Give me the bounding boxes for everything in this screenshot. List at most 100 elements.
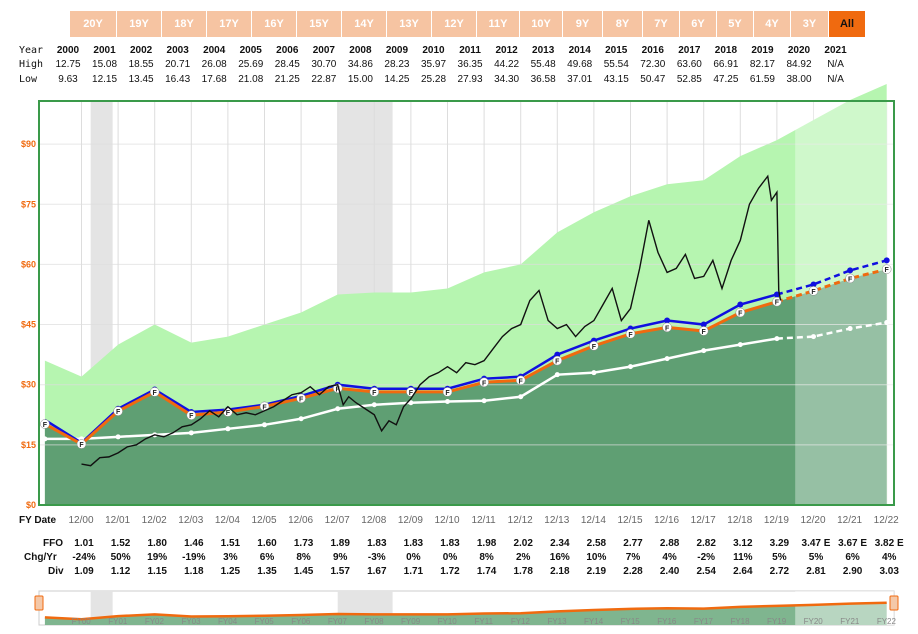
fy-date-cell: 12/01 bbox=[105, 515, 131, 526]
ffo-marker-letter: F bbox=[665, 325, 670, 332]
navigator-label: FY04 bbox=[218, 617, 238, 626]
fy-date-cell: 12/11 bbox=[471, 515, 496, 526]
low-cell: 12.15 bbox=[92, 74, 118, 85]
navigator-label: FY08 bbox=[364, 617, 384, 626]
range-button-9y[interactable]: 9Y bbox=[563, 11, 603, 37]
chg-cell: 4% bbox=[662, 552, 677, 563]
fy-date-cell: 12/19 bbox=[763, 515, 789, 526]
chg-cell: 7% bbox=[625, 552, 641, 563]
dividend-line-marker bbox=[445, 399, 450, 405]
dividend-line-marker bbox=[884, 320, 890, 326]
year-cell: 2008 bbox=[349, 45, 372, 56]
plot-border bbox=[38, 100, 895, 506]
high-cell: 63.60 bbox=[676, 59, 702, 70]
estimate-overlay bbox=[795, 101, 894, 505]
ffo-marker-letter: F bbox=[226, 410, 231, 417]
navigator-estimate-overlay bbox=[795, 591, 894, 625]
ffo-marker-letter: F bbox=[116, 409, 121, 416]
year-cell: 2002 bbox=[129, 45, 153, 56]
dividend-line-marker bbox=[298, 416, 304, 422]
range-button-15y[interactable]: 15Y bbox=[297, 11, 342, 37]
low-cell: 27.93 bbox=[457, 74, 483, 85]
navigator-label: FY21 bbox=[840, 617, 860, 626]
div-cell: 1.72 bbox=[440, 566, 460, 577]
range-button-18y[interactable]: 18Y bbox=[162, 11, 207, 37]
range-button-3y[interactable]: 3Y bbox=[791, 11, 829, 37]
year-cell: 2020 bbox=[787, 45, 811, 56]
range-button-11y[interactable]: 11Y bbox=[477, 11, 520, 37]
range-button-12y[interactable]: 12Y bbox=[432, 11, 477, 37]
year-cell: 2021 bbox=[824, 45, 847, 56]
range-button-7y[interactable]: 7Y bbox=[643, 11, 680, 37]
low-cell: N/A bbox=[827, 74, 844, 85]
ffo-marker-letter: F bbox=[445, 390, 450, 397]
range-button-13y[interactable]: 13Y bbox=[387, 11, 432, 37]
high-cell: 12.75 bbox=[55, 59, 81, 70]
high-cell: 44.22 bbox=[494, 59, 520, 70]
navigator-label: FY06 bbox=[291, 617, 311, 626]
y-tick-label: $30 bbox=[21, 380, 36, 390]
ffo-marker-letter: F bbox=[409, 390, 414, 397]
ffo-marker bbox=[479, 377, 489, 388]
ffo-marker bbox=[845, 273, 855, 284]
fy-date-cell: 12/20 bbox=[800, 515, 826, 526]
dividend-line-marker bbox=[591, 370, 597, 376]
fy-date-cell: 12/08 bbox=[361, 515, 387, 526]
range-button-16y[interactable]: 16Y bbox=[252, 11, 297, 37]
dividend-line-marker bbox=[371, 402, 377, 408]
range-button-14y[interactable]: 14Y bbox=[342, 11, 387, 37]
fy-date-cell: 12/13 bbox=[544, 515, 570, 526]
dividend-line-marker bbox=[481, 398, 487, 404]
high-cell: 55.48 bbox=[530, 59, 556, 70]
fy-date-cell: 12/18 bbox=[727, 515, 753, 526]
range-button-5y[interactable]: 5Y bbox=[717, 11, 754, 37]
year-cell: 2010 bbox=[422, 45, 445, 56]
ffo-marker bbox=[186, 410, 197, 420]
ffo-marker bbox=[369, 387, 380, 397]
dividend-line-marker bbox=[701, 348, 707, 354]
dividend-line-estimate bbox=[776, 321, 887, 340]
year-cell: 2014 bbox=[568, 45, 591, 56]
chg-cell: 5% bbox=[808, 552, 824, 563]
low-cell: 16.43 bbox=[165, 74, 191, 85]
range-button-17y[interactable]: 17Y bbox=[207, 11, 252, 37]
high-cell: 35.97 bbox=[420, 59, 447, 70]
year-cell: 2003 bbox=[166, 45, 189, 56]
range-button-10y[interactable]: 10Y bbox=[520, 11, 563, 37]
ffo-cell: 2.58 bbox=[586, 538, 607, 549]
dividend-line-marker bbox=[115, 434, 121, 440]
chg-cell: 2% bbox=[515, 552, 531, 563]
fy-date-cell: 12/14 bbox=[580, 515, 606, 526]
range-button-20y[interactable]: 20Y bbox=[70, 11, 117, 37]
year-cell: 2018 bbox=[714, 45, 738, 56]
ffo-cell: 1.52 bbox=[110, 538, 131, 549]
high-cell: 28.23 bbox=[384, 59, 410, 70]
ffo-marker bbox=[735, 307, 746, 318]
dividend-line-marker bbox=[664, 356, 670, 362]
low-cell: 47.25 bbox=[713, 74, 739, 85]
ffo-marker bbox=[442, 387, 453, 397]
navigator-right-handle[interactable] bbox=[889, 595, 899, 611]
fy-date-cell: 12/17 bbox=[690, 515, 716, 526]
ffo-marker bbox=[552, 355, 563, 366]
range-button-8y[interactable]: 8Y bbox=[603, 11, 643, 37]
navigator-label: FY16 bbox=[657, 617, 677, 626]
div-cell: 1.45 bbox=[293, 566, 314, 577]
range-button-all[interactable]: All bbox=[829, 11, 866, 37]
dividend-line-marker bbox=[408, 400, 414, 406]
chg-cell: 16% bbox=[549, 552, 570, 563]
normal-pe-line-estimate bbox=[776, 267, 888, 304]
navigator-left-handle[interactable] bbox=[34, 595, 44, 611]
ffo-marker-letter: F bbox=[189, 413, 194, 420]
blue-line-marker bbox=[847, 267, 854, 274]
ffo-marker-letter: F bbox=[372, 390, 377, 397]
dividend-line-marker bbox=[335, 406, 341, 412]
high-cell: 66.91 bbox=[713, 59, 739, 70]
ffo-cell: 3.12 bbox=[733, 538, 753, 549]
range-button-19y[interactable]: 19Y bbox=[117, 11, 162, 37]
range-button-4y[interactable]: 4Y bbox=[754, 11, 791, 37]
range-button-6y[interactable]: 6Y bbox=[680, 11, 717, 37]
navigator-label: FY11 bbox=[475, 617, 494, 626]
ffo-cell: 1.51 bbox=[220, 538, 241, 549]
div-cell: 2.40 bbox=[659, 566, 680, 577]
